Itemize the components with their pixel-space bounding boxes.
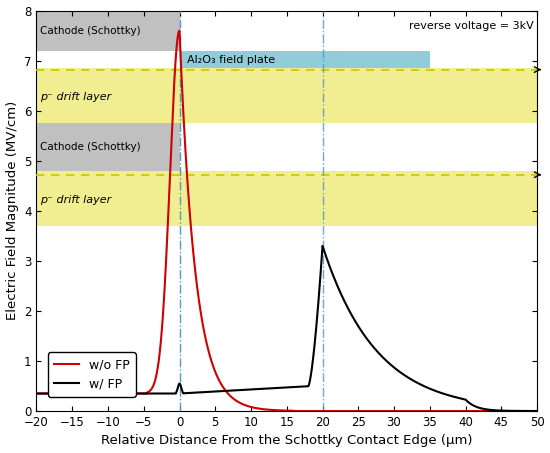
w/ FP (329, 272, 336, 277)
Y-axis label: Electric Field Magnitude (MV/cm): Electric Field Magnitude (MV/cm) (6, 101, 19, 320)
X-axis label: Relative Distance From the Schottky Contact Edge (μm): Relative Distance From the Schottky Cont… (101, 434, 472, 448)
Text: p⁻ drift layer: p⁻ drift layer (40, 92, 111, 101)
w/ FP (431, 388, 438, 393)
Bar (179, 51, 430, 68)
Line: w/ FP: w/ FP (36, 246, 537, 411)
Text: Cathode (Schottky): Cathode (Schottky) (40, 25, 141, 36)
Legend: w/o FP, w/ FP: w/o FP, w/ FP (48, 352, 136, 397)
w/o FP (290, 408, 297, 414)
w/ FP (351, 318, 358, 323)
Bar (36, 68, 537, 123)
Bar (36, 10, 179, 51)
Bar (36, 123, 179, 171)
w/ FP (33, 391, 40, 396)
w/o FP (33, 391, 40, 396)
Text: p⁻ drift layer: p⁻ drift layer (40, 195, 111, 205)
w/ FP (534, 408, 540, 414)
w/ FP (58, 391, 65, 396)
Text: reverse voltage = 3kV: reverse voltage = 3kV (409, 20, 534, 30)
w/ FP (214, 389, 221, 394)
w/o FP (534, 408, 540, 414)
Text: Cathode (Schottky): Cathode (Schottky) (40, 142, 141, 152)
w/o FP (431, 408, 438, 414)
w/o FP (58, 391, 65, 396)
Bar (36, 171, 537, 226)
Line: w/o FP: w/o FP (36, 31, 537, 411)
w/ FP (404, 375, 411, 380)
w/o FP (329, 408, 336, 414)
Text: Al₂O₃ field plate: Al₂O₃ field plate (186, 55, 275, 65)
w/o FP (214, 375, 221, 381)
w/ FP (319, 243, 326, 249)
w/o FP (176, 28, 183, 34)
w/o FP (351, 408, 358, 414)
w/o FP (404, 408, 411, 414)
